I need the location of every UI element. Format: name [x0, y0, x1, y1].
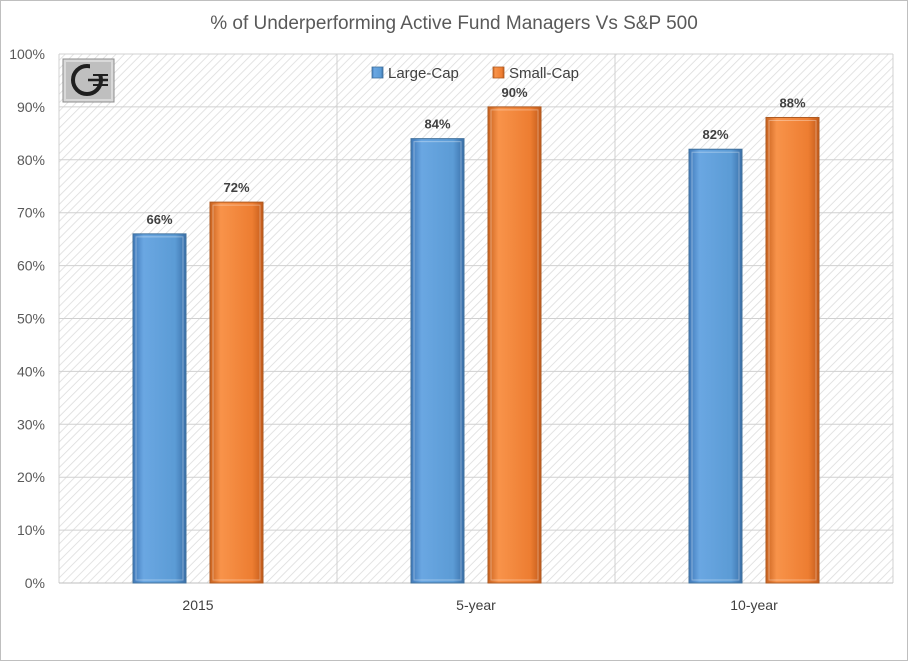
y-tick-label: 30% — [17, 416, 45, 432]
y-tick-label: 0% — [25, 575, 45, 591]
bar-large-cap-1 — [410, 138, 465, 584]
bars: 66% 72% 84% 90% 82% 88% — [132, 85, 820, 584]
bar-large-cap-0 — [132, 233, 187, 584]
y-tick-label: 70% — [17, 205, 45, 221]
y-tick-label: 60% — [17, 258, 45, 274]
y-axis: 0% 10% 20% 30% 40% 50% 60% 70% 80% 90% 100% — [9, 46, 45, 591]
y-tick-label: 50% — [17, 311, 45, 327]
bar-bevel — [135, 236, 184, 581]
bar-bevel — [691, 151, 740, 581]
bar-bevel — [490, 109, 539, 581]
x-tick-label: 2015 — [182, 597, 213, 613]
legend-item-large-cap: Large-Cap — [371, 65, 459, 82]
y-tick-label: 40% — [17, 363, 45, 379]
data-label: 90% — [501, 85, 527, 100]
y-tick-label: 20% — [17, 469, 45, 485]
y-tick-label: 10% — [17, 522, 45, 538]
bar-bevel — [768, 119, 817, 581]
data-label: 66% — [146, 212, 172, 227]
data-label: 88% — [779, 95, 805, 110]
g-monogram-logo-icon — [62, 58, 115, 103]
bar-bevel — [413, 141, 462, 581]
bar-small-cap-1 — [487, 106, 542, 584]
x-tick-label: 10-year — [730, 597, 778, 613]
bar-large-cap-2 — [688, 148, 743, 584]
chart-title: % of Underperforming Active Fund Manager… — [210, 13, 698, 34]
bar-small-cap-2 — [765, 116, 820, 584]
x-axis: 2015 5-year 10-year — [59, 582, 893, 613]
legend-item-small-cap: Small-Cap — [492, 65, 579, 82]
y-tick-label: 90% — [17, 99, 45, 115]
legend: Large-Cap Small-Cap — [371, 65, 579, 82]
data-label: 84% — [424, 117, 450, 132]
x-tick-label: 5-year — [456, 597, 496, 613]
legend-label-large-cap: Large-Cap — [388, 65, 459, 82]
y-tick-label: 100% — [9, 46, 45, 62]
bar-bevel — [212, 204, 261, 581]
data-label: 82% — [702, 127, 728, 142]
bar-small-cap-0 — [209, 201, 264, 584]
gridlines — [58, 53, 894, 584]
y-tick-label: 80% — [17, 152, 45, 168]
legend-label-small-cap: Small-Cap — [509, 65, 579, 82]
data-label: 72% — [223, 180, 249, 195]
